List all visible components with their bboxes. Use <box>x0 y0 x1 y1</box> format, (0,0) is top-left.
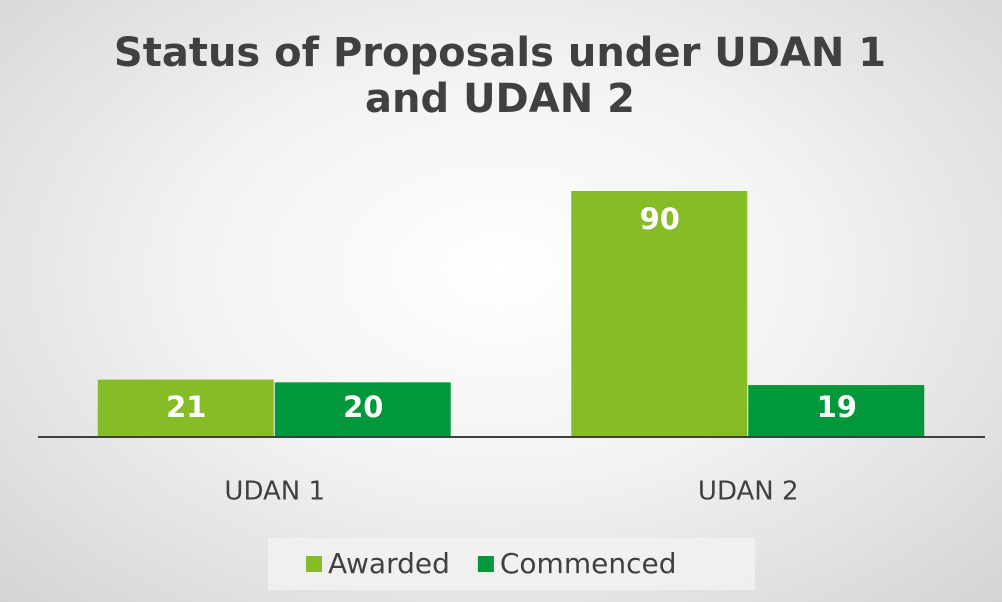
legend-box <box>268 538 755 590</box>
bar <box>571 191 748 437</box>
legend-label: Awarded <box>328 547 450 580</box>
legend-label: Commenced <box>500 547 677 580</box>
x-tick-label: UDAN 1 <box>224 477 325 507</box>
chart-title: Status of Proposals under UDAN 1 and UDA… <box>113 30 887 122</box>
bar <box>748 385 925 437</box>
data-label: 21 <box>166 390 206 424</box>
data-label: 90 <box>640 202 680 236</box>
data-label: 19 <box>817 390 857 424</box>
legend-swatch <box>306 556 322 572</box>
data-label: 20 <box>343 390 383 424</box>
bar <box>274 382 451 437</box>
bar <box>97 379 274 437</box>
legend-swatch <box>477 556 494 572</box>
x-tick-label: UDAN 2 <box>698 477 799 507</box>
